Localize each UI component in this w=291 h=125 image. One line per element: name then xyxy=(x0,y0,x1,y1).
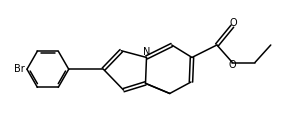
Text: Br: Br xyxy=(13,64,24,74)
Text: N: N xyxy=(143,47,151,57)
Text: O: O xyxy=(228,60,236,70)
Text: O: O xyxy=(230,18,237,28)
